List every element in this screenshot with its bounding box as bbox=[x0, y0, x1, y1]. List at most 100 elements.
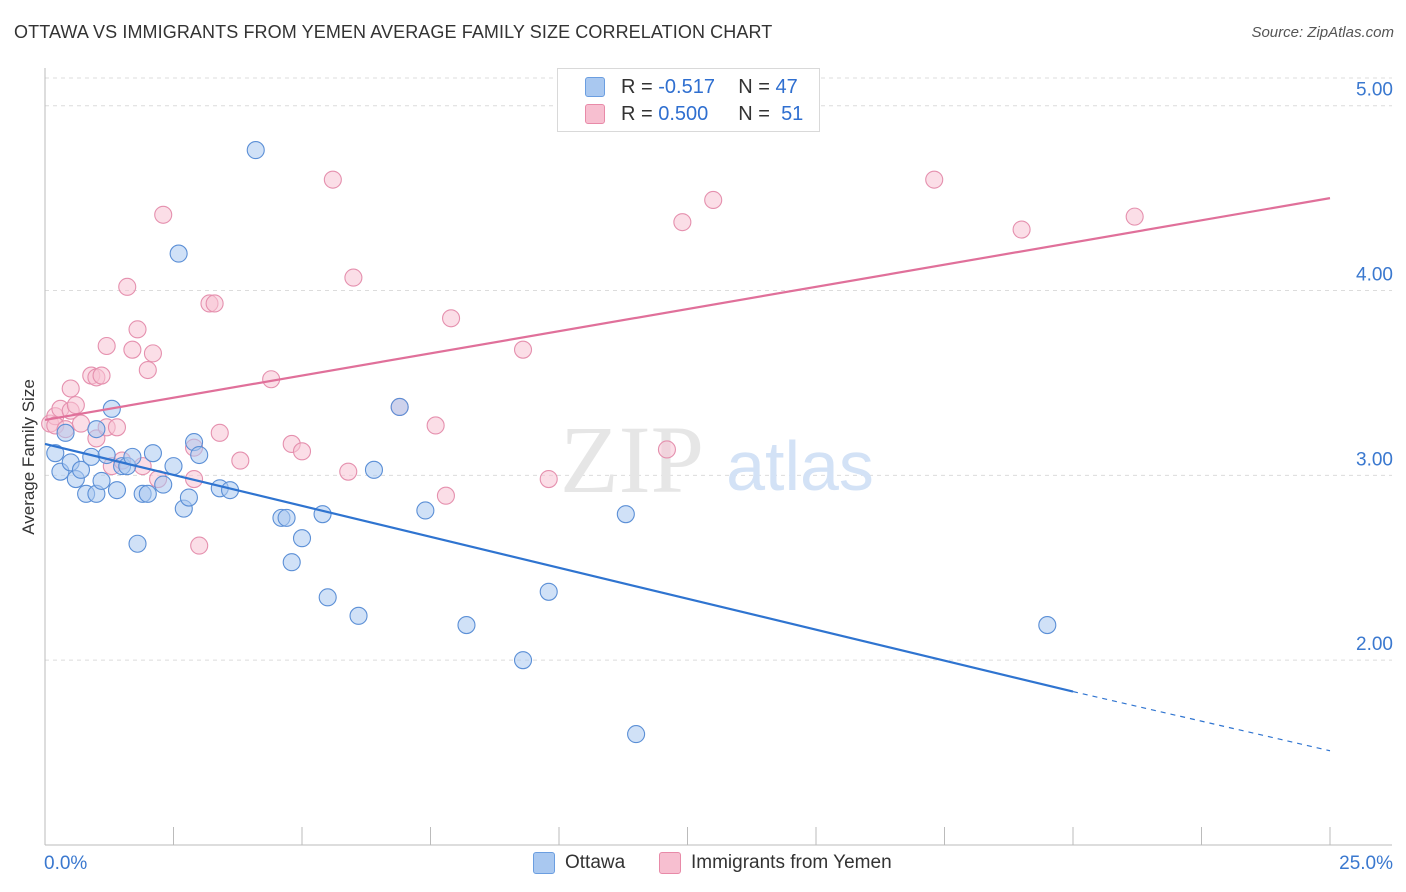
ottawa-point bbox=[56, 423, 75, 442]
watermark-zip: ZIP bbox=[560, 406, 704, 513]
yemen-point bbox=[673, 213, 692, 232]
legend-r-value-ottawa: -0.517 bbox=[658, 75, 715, 98]
y-tick-label: 2.00 bbox=[1356, 634, 1393, 655]
ottawa-point bbox=[179, 488, 198, 507]
ottawa-point bbox=[364, 460, 384, 479]
legend-r-value-yemen: 0.500 bbox=[658, 102, 709, 125]
ottawa-point bbox=[457, 616, 476, 635]
yemen-point bbox=[97, 336, 116, 356]
ottawa-point bbox=[416, 501, 435, 520]
yemen-point bbox=[539, 470, 558, 489]
ottawa-point bbox=[627, 725, 646, 744]
yemen-point bbox=[513, 340, 533, 359]
yemen-point bbox=[210, 423, 229, 442]
watermark-atlas: atlas bbox=[726, 427, 874, 505]
ottawa-point bbox=[246, 141, 265, 160]
yemen-point bbox=[704, 190, 723, 210]
trend-lines bbox=[44, 197, 1331, 752]
legend-n-label: N = bbox=[738, 75, 770, 98]
ottawa-point bbox=[616, 505, 635, 524]
yemen-point bbox=[323, 170, 342, 189]
yemen-point bbox=[1125, 207, 1144, 226]
yemen-point bbox=[657, 440, 676, 459]
legend-swatch-yemen bbox=[585, 104, 605, 124]
yemen-point bbox=[442, 309, 461, 328]
legend-swatch-yemen bbox=[659, 852, 681, 874]
tick-labels: 5.00 4.00 3.00 2.00 0.0% 25.0% bbox=[44, 80, 1393, 874]
x-tick-label: 0.0% bbox=[44, 853, 87, 874]
legend-swatch-ottawa bbox=[533, 852, 555, 874]
legend-swatch-ottawa bbox=[585, 77, 605, 97]
axes bbox=[44, 68, 1392, 846]
watermark: ZIP atlas bbox=[560, 406, 874, 513]
ottawa-point bbox=[313, 505, 332, 524]
yemen-point bbox=[123, 340, 142, 359]
legend-n-value-ottawa: 47 bbox=[775, 75, 798, 98]
ottawa-point bbox=[277, 508, 296, 527]
yemen-point bbox=[231, 451, 250, 470]
yemen-point bbox=[426, 416, 445, 435]
ottawa-point bbox=[92, 471, 111, 490]
ottawa-point bbox=[128, 534, 147, 553]
yemen-point bbox=[71, 414, 91, 433]
yemen-point bbox=[344, 268, 363, 287]
yemen-point bbox=[154, 205, 173, 224]
ottawa-point bbox=[349, 606, 368, 625]
legend-n-value-yemen: 51 bbox=[781, 102, 804, 125]
yemen-point bbox=[143, 344, 162, 363]
ottawa-point bbox=[318, 588, 337, 607]
ottawa-point bbox=[513, 651, 533, 670]
series-ottawa bbox=[46, 141, 1057, 744]
legend-label-ottawa: Ottawa bbox=[565, 852, 626, 873]
ottawa-point bbox=[190, 445, 209, 465]
correlation-legend: R = -0.517 N = 47 R = 0.500 N = 51 bbox=[557, 68, 820, 132]
ottawa-trend-line bbox=[44, 442, 1074, 693]
series-legend: Ottawa Immigrants from Yemen bbox=[0, 852, 1406, 878]
y-axis-label: Average Family Size bbox=[19, 379, 38, 535]
yemen-point bbox=[92, 366, 111, 385]
yemen-point bbox=[190, 536, 209, 555]
ottawa-point bbox=[87, 420, 106, 439]
source-credit: Source: ZipAtlas.com bbox=[1251, 24, 1394, 41]
yemen-point bbox=[436, 486, 455, 505]
ottawa-point bbox=[282, 553, 301, 572]
legend-item-ottawa: Ottawa bbox=[533, 852, 625, 874]
ottawa-point bbox=[539, 582, 558, 601]
yemen-trend-line bbox=[44, 197, 1331, 421]
ottawa-point bbox=[138, 484, 157, 503]
y-tick-label: 3.00 bbox=[1356, 449, 1393, 470]
chart-title: OTTAWA VS IMMIGRANTS FROM YEMEN AVERAGE … bbox=[14, 22, 773, 42]
yemen-point bbox=[118, 277, 137, 296]
ottawa-point bbox=[46, 444, 65, 463]
yemen-point bbox=[66, 396, 85, 415]
legend-item-yemen: Immigrants from Yemen bbox=[659, 852, 892, 874]
yemen-point bbox=[339, 462, 358, 481]
yemen-point bbox=[61, 379, 80, 398]
gridlines bbox=[45, 77, 1392, 661]
legend-n-label: N = bbox=[738, 102, 770, 125]
legend-r-label: R = bbox=[621, 102, 653, 125]
yemen-point bbox=[107, 418, 127, 437]
x-tick-label: 25.0% bbox=[1339, 853, 1393, 874]
ottawa-point bbox=[164, 457, 183, 476]
yemen-point bbox=[128, 320, 147, 339]
ottawa-point bbox=[143, 444, 162, 463]
ottawa-point bbox=[107, 481, 127, 500]
legend-r-label: R = bbox=[621, 75, 653, 98]
ottawa-point bbox=[390, 397, 409, 417]
yemen-point bbox=[1012, 220, 1031, 239]
y-tick-label: 4.00 bbox=[1356, 265, 1393, 286]
ottawa-point bbox=[71, 460, 91, 479]
ottawa-point bbox=[1038, 616, 1057, 635]
yemen-point bbox=[205, 294, 224, 313]
yemen-point bbox=[292, 442, 312, 461]
ottawa-trend-extension bbox=[1072, 691, 1331, 752]
ottawa-point bbox=[292, 529, 312, 548]
legend-row-yemen: R = 0.500 N = 51 bbox=[585, 102, 803, 126]
yemen-point bbox=[925, 170, 944, 189]
legend-label-yemen: Immigrants from Yemen bbox=[691, 852, 892, 873]
yemen-point bbox=[138, 360, 157, 380]
ottawa-point bbox=[154, 475, 173, 494]
y-tick-label: 5.00 bbox=[1356, 80, 1393, 101]
